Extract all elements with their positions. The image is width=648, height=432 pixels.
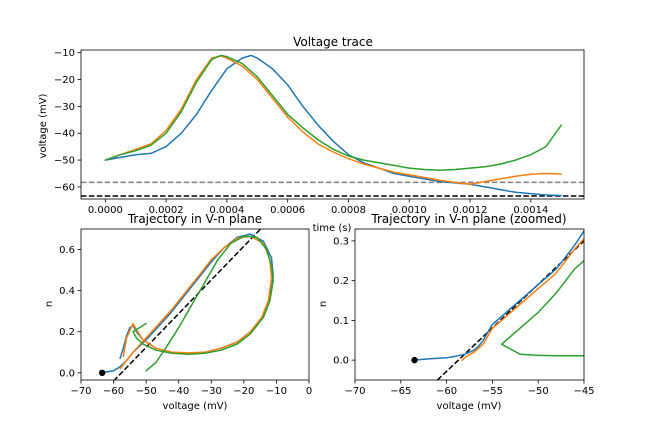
- trajectory-ytick-label: 0.0: [59, 368, 75, 379]
- trajectory-xtick-label: −50: [136, 386, 157, 397]
- trajectory-axes-frame: [80, 228, 310, 381]
- voltage-trace-ytick-label: −60: [54, 182, 75, 193]
- trajectory-zoomed-xtick-label: −60: [436, 386, 457, 397]
- trajectory-xtick-label: 0: [306, 386, 312, 397]
- voltage-trace-xtick-label: 0.0002: [149, 205, 184, 216]
- voltage-trace-ytick-label: −30: [54, 102, 75, 113]
- voltage-trace-xtick-label: 0.0012: [453, 205, 488, 216]
- trajectory-xtick-label: −20: [233, 386, 254, 397]
- trajectory-series-2: [132, 235, 274, 372]
- voltage-trace-axes-frame: [80, 49, 585, 200]
- trajectory-zoomed-xtick-label: −65: [390, 386, 411, 397]
- trajectory-xtick-label: −30: [201, 386, 222, 397]
- trajectory-xtick-label: −10: [266, 386, 287, 397]
- voltage-trace-xtick-label: 0.0010: [392, 205, 427, 216]
- trajectory-zoomed-start-marker: [411, 356, 418, 364]
- trajectory-zoomed-xlabel: voltage (mV): [437, 401, 502, 412]
- voltage-trace-plot-area: [81, 54, 584, 197]
- voltage-trace-series-1: [104, 55, 562, 185]
- voltage-trace-ylabel: voltage (mV): [38, 93, 49, 158]
- voltage-trace-ytick-label: −40: [54, 129, 75, 140]
- trajectory-zoomed-plot-area: [411, 230, 584, 380]
- voltage-trace-xtick-label: 0.0006: [270, 205, 305, 216]
- trajectory-ytick-label: 0.2: [59, 327, 75, 338]
- trajectory-zoomed-xtick-label: −55: [482, 386, 503, 397]
- trajectory-ylabel: n: [44, 301, 55, 307]
- trajectory-xtick-label: −40: [168, 386, 189, 397]
- trajectory-xlabel: voltage (mV): [163, 401, 228, 412]
- trajectory-zoomed-series-0: [413, 230, 584, 361]
- trajectory-zoomed-ylabel: n: [318, 301, 329, 307]
- voltage-trace-panel: Voltage trace time (s) voltage (mV) 0.00…: [38, 35, 585, 234]
- trajectory-zoomed-series-1: [461, 238, 584, 361]
- trajectory-zoomed-ytick-label: 0.2: [333, 276, 349, 287]
- trajectory-zoomed-ytick-label: 0.0: [333, 356, 349, 367]
- voltage-trace-ytick-label: −20: [54, 75, 75, 86]
- trajectory-ytick-label: 0.4: [59, 286, 75, 297]
- trajectory-zoomed-ytick-label: 0.3: [333, 236, 349, 247]
- trajectory-zoomed-ytick-label: 0.1: [333, 316, 349, 327]
- trajectory-zoomed-xtick-label: −50: [528, 386, 549, 397]
- trajectory-zoomed-xtick-label: −70: [344, 386, 365, 397]
- trajectory-zoomed-series-2: [500, 260, 584, 357]
- trajectory-series-1: [119, 235, 273, 370]
- trajectory-zoomed-axes-frame: [354, 228, 585, 381]
- voltage-trace-xlabel: time (s): [313, 223, 352, 234]
- trajectory-plot-area: [98, 229, 274, 380]
- trajectory-title: Trajectory in V-n plane: [127, 212, 262, 226]
- trajectory-xtick-label: −60: [103, 386, 124, 397]
- voltage-trace-xtick-label: 0.0004: [209, 205, 244, 216]
- trajectory-xtick-label: −70: [70, 386, 91, 397]
- voltage-trace-xtick-label: 0.0000: [88, 205, 123, 216]
- voltage-trace-xtick-label: 0.0008: [331, 205, 366, 216]
- voltage-trace-series-2: [104, 54, 562, 172]
- voltage-trace-title: Voltage trace: [293, 35, 373, 49]
- trajectory-zoomed-xtick-label: −45: [573, 386, 594, 397]
- voltage-trace-xtick-label: 0.0014: [513, 205, 548, 216]
- trajectory-ytick-label: 0.6: [59, 245, 75, 256]
- voltage-trace-ytick-label: −50: [54, 156, 75, 167]
- trajectory-zoomed-panel: Trajectory in V-n plane (zoomed) voltage…: [318, 212, 595, 412]
- trajectory-zoomed-title: Trajectory in V-n plane (zoomed): [370, 212, 566, 226]
- voltage-trace-ytick-label: −10: [54, 48, 75, 59]
- trajectory-panel: Trajectory in V-n plane voltage (mV) n −…: [44, 212, 312, 412]
- trajectory-start-marker: [98, 369, 106, 377]
- voltage-trace-series-0: [104, 54, 562, 197]
